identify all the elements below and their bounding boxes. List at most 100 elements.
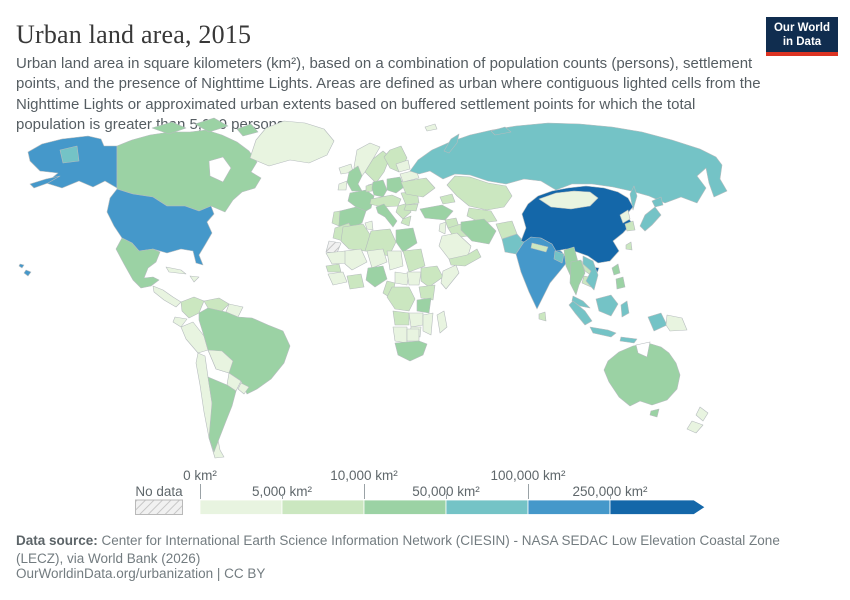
country-north-korea[interactable] (619, 209, 631, 224)
country-israel-jordan[interactable] (438, 221, 447, 235)
country-mongolia[interactable] (538, 190, 599, 210)
country-bolivia[interactable] (207, 349, 234, 374)
country-poland[interactable] (386, 176, 405, 194)
country-philippines-mindanao[interactable] (615, 276, 626, 290)
country-egypt[interactable] (395, 227, 418, 253)
country-yemen-oman[interactable] (448, 248, 482, 267)
country-western-sahara[interactable] (325, 240, 342, 254)
country-benelux[interactable] (365, 183, 374, 193)
country-drc[interactable] (386, 286, 416, 312)
legend-bin-3[interactable] (363, 499, 447, 515)
country-iran[interactable] (460, 218, 497, 245)
country-nepal[interactable] (530, 242, 549, 253)
country-sudan[interactable] (402, 248, 426, 273)
country-senegal[interactable] (325, 263, 342, 273)
country-tunisia[interactable] (364, 220, 374, 231)
country-ireland[interactable] (337, 180, 348, 191)
legend-bin-5[interactable] (527, 499, 611, 515)
country-philippines-luzon[interactable] (611, 263, 621, 276)
country-vietnam[interactable] (582, 255, 599, 291)
country-sumatra[interactable] (568, 300, 593, 326)
country-sri-lanka[interactable] (538, 311, 547, 322)
country-madagascar[interactable] (436, 310, 448, 334)
country-uk[interactable] (346, 165, 363, 192)
country-central-america[interactable] (152, 285, 182, 308)
owid-logo[interactable]: Our World in Data (766, 17, 838, 52)
country-turkey[interactable] (419, 204, 454, 221)
country-ivory-ghana[interactable] (346, 273, 365, 290)
legend-bin-4[interactable] (445, 499, 529, 515)
country-nz-south[interactable] (686, 420, 704, 434)
country-ukraine[interactable] (400, 177, 436, 198)
country-bulgaria[interactable] (403, 203, 419, 212)
country-uzbek-turkmen[interactable] (466, 207, 498, 224)
legend-tick-10k: 10,000 km² (330, 468, 398, 483)
legend-bin-2[interactable] (281, 499, 365, 515)
country-arctic-island-3[interactable] (236, 123, 259, 137)
country-japan-honshu[interactable] (639, 206, 662, 232)
country-central-europe[interactable] (369, 194, 402, 208)
country-hispaniola[interactable] (189, 275, 200, 283)
country-lesser-sunda[interactable] (619, 336, 638, 344)
country-west-papua[interactable] (647, 312, 668, 332)
legend-no-data-swatch[interactable] (135, 499, 183, 515)
country-borneo[interactable] (595, 294, 619, 317)
country-malaysia[interactable] (571, 295, 591, 309)
country-bangladesh[interactable] (553, 250, 565, 264)
legend-bin-1[interactable] (199, 499, 283, 515)
country-franz-josef[interactable] (490, 126, 512, 136)
country-argentina[interactable] (207, 376, 237, 453)
country-south-africa[interactable] (394, 340, 428, 362)
country-botswana[interactable] (406, 328, 420, 342)
country-ethiopia[interactable] (420, 265, 444, 288)
country-zambia[interactable] (408, 312, 424, 328)
country-arctic-island-2[interactable] (194, 117, 229, 133)
country-niger[interactable] (366, 248, 388, 269)
country-mali[interactable] (344, 248, 368, 271)
owid-logo-line1: Our World (773, 22, 830, 34)
country-greenland[interactable] (249, 120, 335, 167)
country-uganda-kenya[interactable] (418, 284, 436, 301)
country-tasmania[interactable] (649, 408, 660, 418)
country-baltics[interactable] (395, 159, 411, 173)
country-chukotka[interactable] (59, 145, 80, 164)
country-png[interactable] (665, 314, 688, 332)
country-cuba[interactable] (165, 266, 187, 275)
country-taiwan[interactable] (625, 241, 633, 251)
country-guinea[interactable] (327, 271, 348, 286)
country-novaya-zemlya[interactable] (443, 133, 460, 154)
country-aleutians[interactable] (29, 175, 61, 189)
country-japan-hokkaido[interactable] (651, 196, 664, 208)
country-nz-north[interactable] (695, 406, 709, 422)
map-legend: No data 0 km² 10,000 km² 100,000 km² 5,0… (135, 468, 706, 515)
country-sweden[interactable] (364, 150, 391, 184)
country-portugal[interactable] (331, 210, 341, 227)
country-kazakhstan[interactable] (446, 175, 513, 211)
country-caucasus[interactable] (439, 193, 456, 205)
data-source-text: Center for International Earth Science I… (16, 533, 780, 567)
country-tanzania[interactable] (416, 297, 432, 314)
country-svalbard[interactable] (424, 123, 438, 132)
country-greece[interactable] (400, 215, 412, 227)
country-arctic-island-1[interactable] (151, 121, 187, 135)
country-south-korea[interactable] (624, 220, 636, 232)
country-car[interactable] (394, 271, 410, 286)
country-java[interactable] (589, 326, 617, 338)
country-mozambique[interactable] (422, 312, 434, 336)
country-uruguay[interactable] (237, 382, 250, 395)
country-namibia[interactable] (392, 326, 408, 344)
country-russia[interactable] (409, 122, 728, 204)
country-nigeria[interactable] (365, 265, 388, 288)
country-germany[interactable] (371, 179, 388, 198)
country-sulawesi[interactable] (620, 300, 630, 318)
country-somalia[interactable] (440, 264, 460, 290)
legend-bin-6-arrow[interactable] (609, 499, 706, 515)
country-mexico[interactable] (115, 237, 161, 289)
country-hawaii[interactable] (18, 263, 32, 277)
country-south-sudan[interactable] (406, 271, 422, 286)
country-thailand[interactable] (569, 259, 586, 296)
country-chad[interactable] (386, 250, 404, 271)
country-italy[interactable] (375, 203, 398, 228)
country-angola[interactable] (392, 310, 410, 326)
footer-link[interactable]: OurWorldinData.org/urbanization | CC BY (16, 566, 266, 581)
